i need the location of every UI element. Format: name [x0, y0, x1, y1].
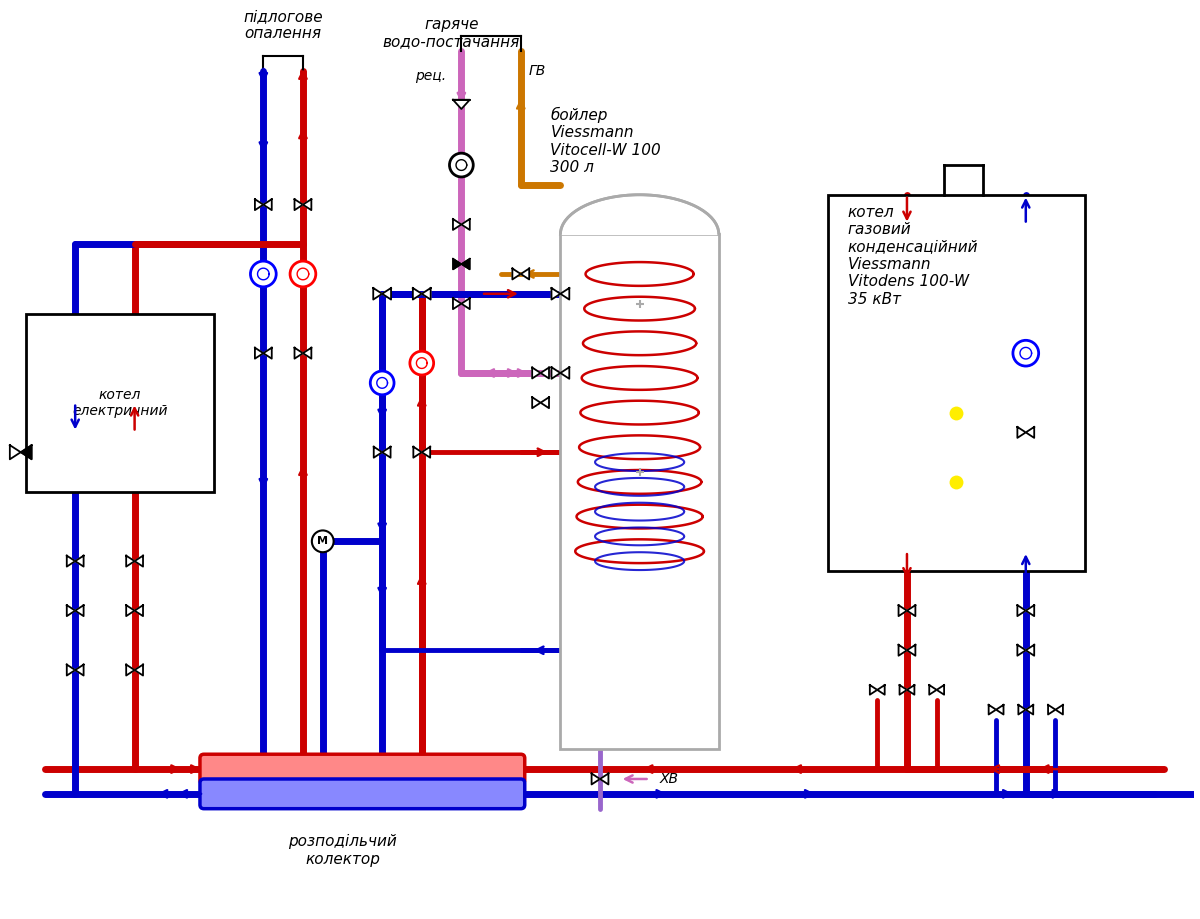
Polygon shape: [1026, 645, 1034, 656]
Polygon shape: [560, 288, 569, 300]
Polygon shape: [907, 685, 914, 695]
Polygon shape: [452, 100, 469, 109]
Polygon shape: [552, 288, 560, 300]
Polygon shape: [67, 664, 76, 675]
Polygon shape: [126, 556, 134, 567]
Circle shape: [410, 351, 433, 375]
Polygon shape: [263, 347, 271, 358]
Polygon shape: [461, 219, 469, 230]
Polygon shape: [67, 556, 76, 567]
Polygon shape: [413, 447, 421, 458]
Polygon shape: [382, 447, 390, 458]
Circle shape: [251, 261, 276, 287]
Polygon shape: [421, 447, 430, 458]
Circle shape: [371, 371, 394, 395]
Polygon shape: [907, 645, 916, 656]
Polygon shape: [899, 606, 907, 616]
Polygon shape: [461, 298, 469, 309]
Polygon shape: [1026, 427, 1034, 437]
Circle shape: [1013, 340, 1039, 366]
Polygon shape: [989, 705, 996, 714]
Polygon shape: [134, 664, 143, 675]
Polygon shape: [134, 556, 143, 567]
FancyBboxPatch shape: [200, 779, 524, 809]
Circle shape: [450, 153, 473, 177]
FancyBboxPatch shape: [200, 754, 524, 784]
Bar: [25, 313, 214, 492]
Polygon shape: [254, 199, 263, 210]
Polygon shape: [1018, 645, 1026, 656]
Text: бойлер
Viessmann
Vitocell-W 100
300 л: бойлер Viessmann Vitocell-W 100 300 л: [551, 107, 661, 175]
Polygon shape: [126, 606, 134, 616]
Text: рец.: рец.: [415, 69, 446, 83]
Polygon shape: [302, 347, 311, 358]
Bar: [828, 195, 1085, 571]
Polygon shape: [1056, 705, 1063, 714]
Polygon shape: [76, 556, 84, 567]
Polygon shape: [512, 268, 521, 279]
Polygon shape: [76, 606, 84, 616]
Polygon shape: [421, 288, 431, 300]
Polygon shape: [592, 774, 600, 785]
Polygon shape: [600, 774, 608, 785]
Polygon shape: [294, 347, 302, 358]
Polygon shape: [1018, 427, 1026, 437]
Polygon shape: [413, 288, 421, 300]
Polygon shape: [560, 195, 719, 234]
Polygon shape: [937, 685, 944, 695]
Text: M: M: [317, 537, 329, 546]
Polygon shape: [452, 219, 461, 230]
Polygon shape: [373, 447, 382, 458]
Polygon shape: [76, 664, 84, 675]
Polygon shape: [461, 258, 469, 269]
Text: ХВ: ХВ: [660, 772, 678, 786]
Text: котел
газовий
конденсаційний
Viessmann
Vitodens 100-W
35 кВт: котел газовий конденсаційний Viessmann V…: [847, 205, 978, 307]
Polygon shape: [263, 199, 271, 210]
Polygon shape: [877, 685, 884, 695]
Polygon shape: [1048, 705, 1056, 714]
Polygon shape: [382, 288, 391, 300]
Polygon shape: [521, 268, 529, 279]
Polygon shape: [560, 368, 569, 379]
Polygon shape: [996, 705, 1003, 714]
Bar: [204, 769, 521, 791]
Polygon shape: [540, 397, 550, 408]
Polygon shape: [929, 685, 937, 695]
Polygon shape: [67, 606, 76, 616]
Polygon shape: [302, 199, 311, 210]
Polygon shape: [899, 645, 907, 656]
Polygon shape: [900, 685, 907, 695]
Polygon shape: [552, 368, 560, 379]
Polygon shape: [1026, 705, 1033, 714]
Text: гаряче
водо-постачання: гаряче водо-постачання: [383, 17, 520, 49]
Text: розподільчий
колектор: розподільчий колектор: [288, 834, 397, 867]
Circle shape: [290, 261, 316, 287]
Polygon shape: [1018, 606, 1026, 616]
Polygon shape: [1026, 606, 1034, 616]
Text: підлогове
опалення: підлогове опалення: [244, 9, 323, 41]
Polygon shape: [532, 368, 540, 379]
Polygon shape: [294, 199, 302, 210]
Polygon shape: [1019, 705, 1026, 714]
Polygon shape: [870, 685, 877, 695]
Polygon shape: [907, 606, 916, 616]
Polygon shape: [532, 397, 540, 408]
Bar: [560, 234, 719, 749]
Polygon shape: [540, 368, 550, 379]
Polygon shape: [134, 606, 143, 616]
Polygon shape: [254, 347, 263, 358]
Polygon shape: [452, 258, 461, 269]
Polygon shape: [10, 445, 20, 460]
Polygon shape: [20, 445, 31, 460]
Text: котел
електричний: котел електричний: [72, 388, 168, 418]
Polygon shape: [126, 664, 134, 675]
Polygon shape: [373, 288, 382, 300]
Polygon shape: [452, 298, 461, 309]
Text: ГВ: ГВ: [529, 64, 546, 78]
Circle shape: [312, 530, 334, 552]
